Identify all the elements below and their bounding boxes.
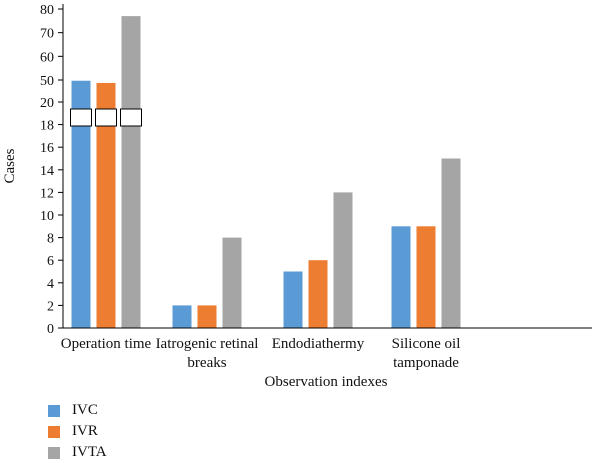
y-tick-label: 6: [47, 254, 54, 269]
y-tick-label: 4: [47, 277, 54, 292]
y-tick-label: 70: [40, 27, 54, 42]
x-category-label: Silicone oil: [392, 336, 461, 352]
bar-ivc-2: [283, 271, 303, 328]
y-tick-label: 8: [47, 232, 54, 247]
y-tick-label: 18: [40, 119, 54, 134]
bar-ivc-3: [391, 226, 411, 328]
y-tick-label: 50: [40, 74, 54, 89]
x-category-label: Endodiathermy: [272, 336, 365, 352]
bar-break-marker: [120, 108, 142, 127]
x-axis-title: Observation indexes: [265, 374, 388, 390]
x-category-label: Iatrogenic retinal: [156, 336, 259, 352]
y-tick-label: 16: [40, 141, 54, 156]
y-axis-ticks: 0 2 4 6 8 10 12 14 16 18 20 50 60 70 80: [40, 3, 63, 337]
y-tick-label: 20: [40, 96, 54, 111]
bar-ivr-3: [416, 226, 436, 328]
bar-ivr-0: [96, 82, 116, 328]
legend-label-ivta: IVTA: [72, 444, 107, 460]
legend-label-ivr: IVR: [72, 423, 98, 439]
bar-break-marker: [95, 108, 117, 127]
bar-ivr-2: [308, 260, 328, 328]
legend-swatch-ivc: [48, 404, 60, 417]
x-category-label: tamponade: [393, 355, 459, 371]
bars-group: [70, 16, 461, 328]
legend-label-ivc: IVC: [72, 402, 98, 418]
y-tick-label: 12: [40, 186, 54, 201]
bar-ivta-1: [222, 237, 242, 328]
legend-swatch-ivta: [48, 446, 60, 459]
y-tick-label: 80: [40, 3, 54, 18]
bar-ivta-0: [121, 16, 141, 328]
bar-break-marker: [70, 108, 92, 127]
legend-item-ivta: IVTA: [48, 442, 107, 463]
bar-ivta-2: [333, 192, 353, 328]
x-category-label: breaks: [187, 355, 226, 371]
y-tick-label: 60: [40, 50, 54, 65]
y-tick-label: 0: [47, 322, 54, 337]
bar-ivta-3: [441, 158, 461, 328]
legend-item-ivr: IVR: [48, 421, 107, 442]
y-tick-label: 2: [47, 299, 54, 314]
y-tick-label: 10: [40, 209, 54, 224]
legend-swatch-ivr: [48, 425, 60, 438]
bar-ivc-1: [172, 305, 192, 328]
y-tick-label: 14: [40, 164, 54, 179]
bar-ivc-0: [71, 80, 91, 328]
legend: IVC IVR IVTA: [48, 400, 107, 463]
bar-ivr-1: [197, 305, 217, 328]
y-axis-title: Cases: [2, 148, 18, 183]
legend-item-ivc: IVC: [48, 400, 107, 421]
x-category-label: Operation time: [61, 336, 152, 352]
category-labels: Operation time Iatrogenic retinal breaks En…: [61, 336, 461, 371]
